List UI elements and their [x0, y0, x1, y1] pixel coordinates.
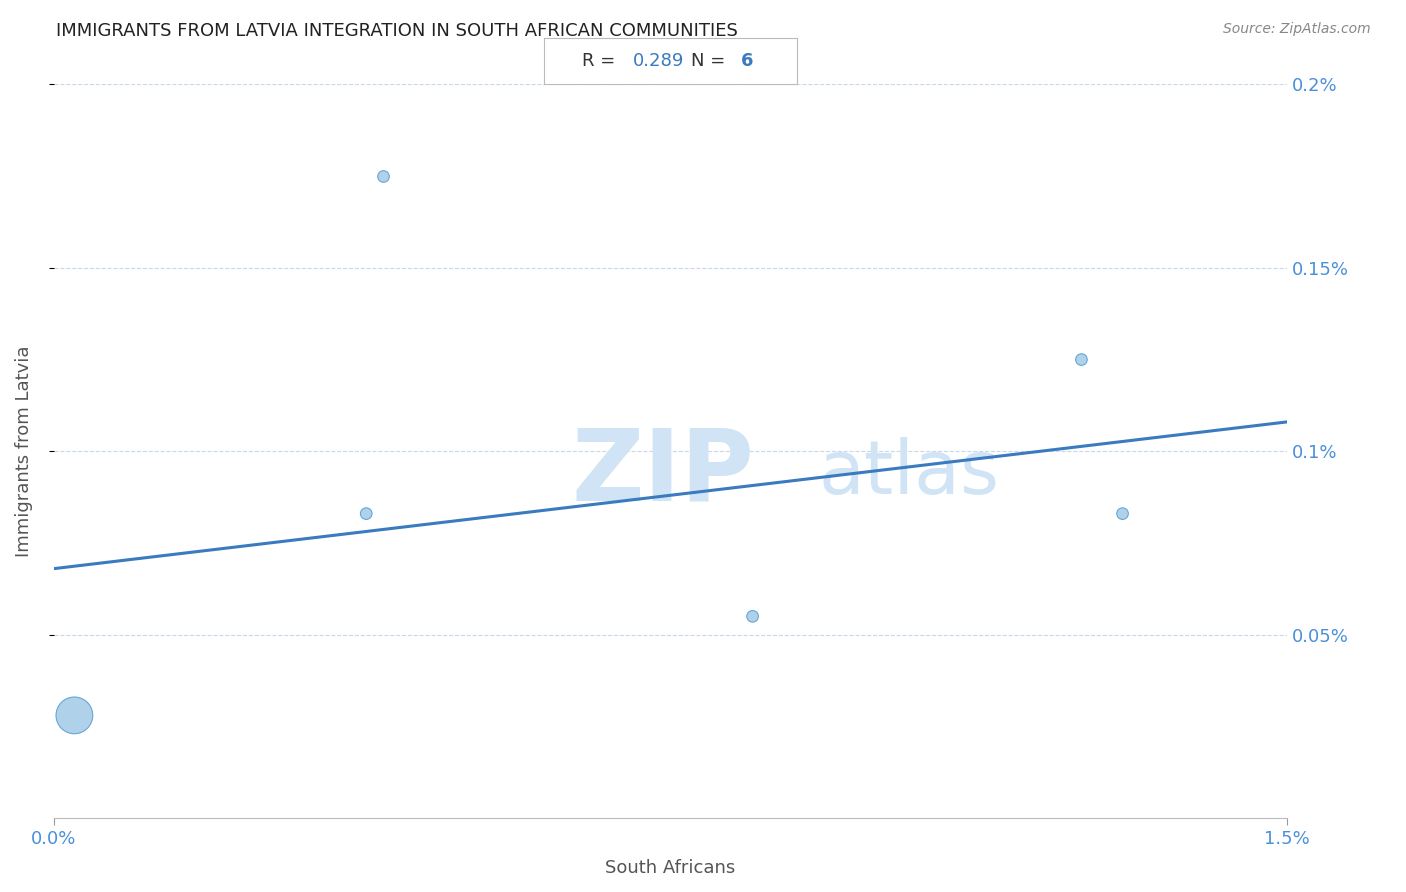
Point [1070, 352, 1092, 367]
Point [1111, 507, 1133, 521]
Y-axis label: Immigrants from Latvia: Immigrants from Latvia [15, 345, 32, 557]
Text: 6: 6 [741, 53, 754, 70]
Point [371, 169, 394, 183]
Text: atlas: atlas [818, 437, 1000, 509]
Point [741, 609, 763, 624]
Text: R =: R = [582, 53, 621, 70]
X-axis label: South Africans: South Africans [605, 859, 735, 877]
Text: 0.289: 0.289 [633, 53, 683, 70]
Point [63, 708, 86, 723]
Point [354, 507, 377, 521]
Text: IMMIGRANTS FROM LATVIA INTEGRATION IN SOUTH AFRICAN COMMUNITIES: IMMIGRANTS FROM LATVIA INTEGRATION IN SO… [56, 22, 738, 40]
Text: N =: N = [690, 53, 731, 70]
Text: ZIP: ZIP [572, 425, 755, 522]
Text: Source: ZipAtlas.com: Source: ZipAtlas.com [1223, 22, 1371, 37]
